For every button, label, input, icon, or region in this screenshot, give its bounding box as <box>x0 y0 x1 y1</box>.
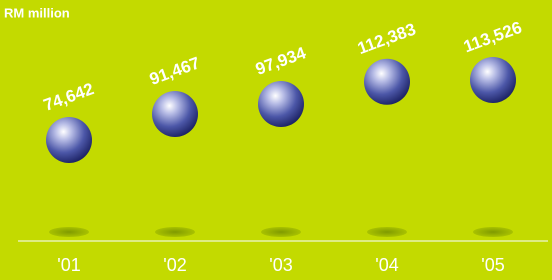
shadow <box>473 227 513 237</box>
sphere <box>364 59 410 105</box>
sphere <box>258 81 304 127</box>
shadow <box>49 227 89 237</box>
value-label: 112,383 <box>355 20 418 59</box>
value-label: 91,467 <box>147 53 202 89</box>
x-tick-label: '03 <box>269 255 292 275</box>
value-label: 74,642 <box>41 79 96 115</box>
value-label: 97,934 <box>253 43 309 79</box>
x-tick-label: '04 <box>375 255 398 275</box>
shadow <box>261 227 301 237</box>
x-tick-label: '01 <box>57 255 80 275</box>
x-tick-label: '02 <box>163 255 186 275</box>
shadow <box>367 227 407 237</box>
shadow <box>155 227 195 237</box>
sphere <box>470 57 516 103</box>
sphere <box>46 117 92 163</box>
chart-title: RM million <box>4 5 70 20</box>
value-label: 113,526 <box>461 18 524 57</box>
x-tick-label: '05 <box>481 255 504 275</box>
chart: RM million '01 74,642 '02 91,467 '03 97,934 '0… <box>0 0 552 280</box>
sphere <box>152 91 198 137</box>
